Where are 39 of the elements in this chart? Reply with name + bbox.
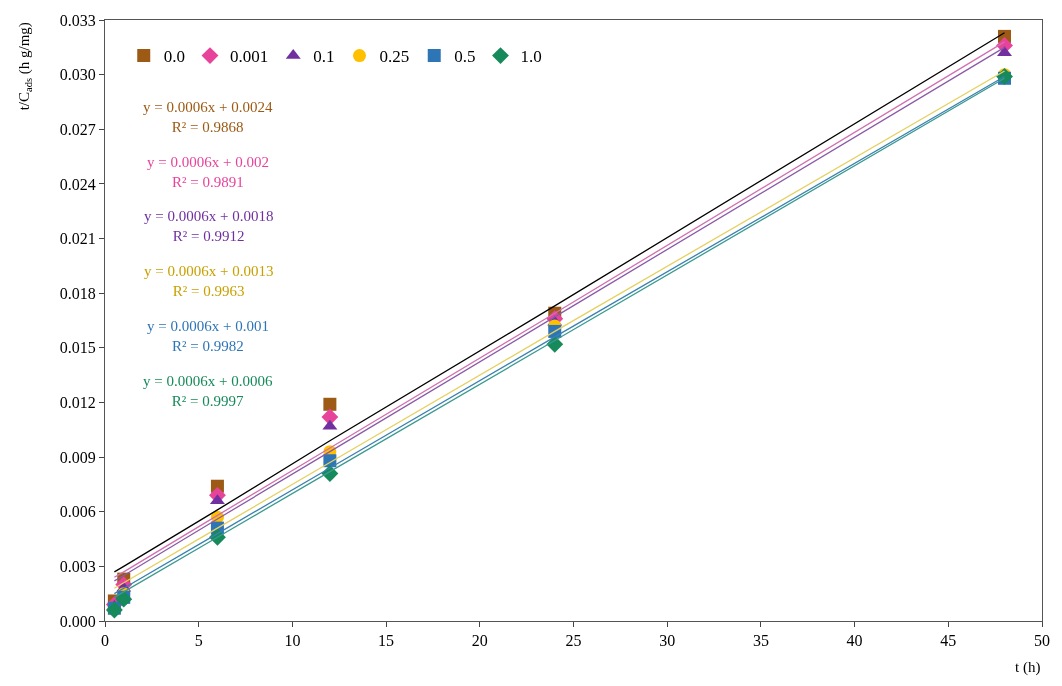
y-tick-label: 0.006 [59, 503, 96, 521]
x-tick-label: 10 [284, 632, 301, 650]
x-tick-label: 40 [846, 632, 863, 650]
point [323, 397, 337, 411]
annotation: y = 0.0006x + 0.001 R² = 0.9982 [147, 318, 269, 354]
annotation: y = 0.0006x + 0.0018 R² = 0.9912 [144, 208, 274, 244]
y-tick-label: 0.009 [59, 448, 96, 466]
x-tick-label: 5 [194, 632, 203, 650]
annotation: y = 0.0006x + 0.0006 R² = 0.9997 [143, 373, 273, 409]
y-tick-label: 0.021 [59, 230, 96, 248]
y-tick-label: 0.000 [59, 612, 96, 630]
x-tick-label: 0 [101, 632, 109, 650]
legend-label: 1.0 [520, 47, 542, 67]
annotation: y = 0.0006x + 0.0013 R² = 0.9963 [144, 263, 274, 299]
x-axis-title: t (h) [1015, 659, 1041, 676]
point [105, 601, 123, 619]
legend-label: 0.1 [313, 47, 335, 67]
legend-label: 0.0 [163, 47, 185, 67]
x-tick-label: 45 [940, 632, 957, 650]
y-tick-label: 0.012 [59, 394, 96, 412]
x-tick-label: 35 [752, 632, 769, 650]
legend-label: 0.5 [454, 47, 476, 67]
x-tick-label: 30 [659, 632, 676, 650]
legend-label: 0.25 [379, 47, 410, 67]
y-tick-label: 0.033 [59, 11, 96, 29]
y-tick-label: 0.018 [59, 284, 96, 302]
y-tick-label: 0.015 [59, 339, 96, 357]
legend-label: 0.001 [229, 47, 269, 67]
x-tick-label: 20 [471, 632, 488, 650]
x-tick-label: 50 [1034, 632, 1050, 650]
y-tick-label: 0.024 [59, 175, 96, 193]
y-tick-label: 0.003 [59, 557, 96, 575]
y-tick-label: 0.027 [59, 120, 96, 138]
point [115, 590, 133, 608]
annotation: y = 0.0006x + 0.002 R² = 0.9891 [147, 154, 269, 190]
x-tick-label: 15 [378, 632, 395, 650]
annotation: y = 0.0006x + 0.0024 R² = 0.9868 [143, 99, 273, 135]
y-tick-label: 0.030 [59, 66, 96, 84]
x-tick-label: 25 [565, 632, 582, 650]
